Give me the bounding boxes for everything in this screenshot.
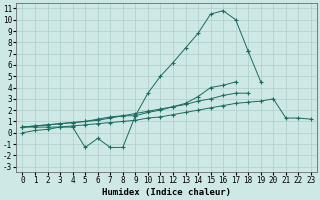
X-axis label: Humidex (Indice chaleur): Humidex (Indice chaleur) [102,188,231,197]
